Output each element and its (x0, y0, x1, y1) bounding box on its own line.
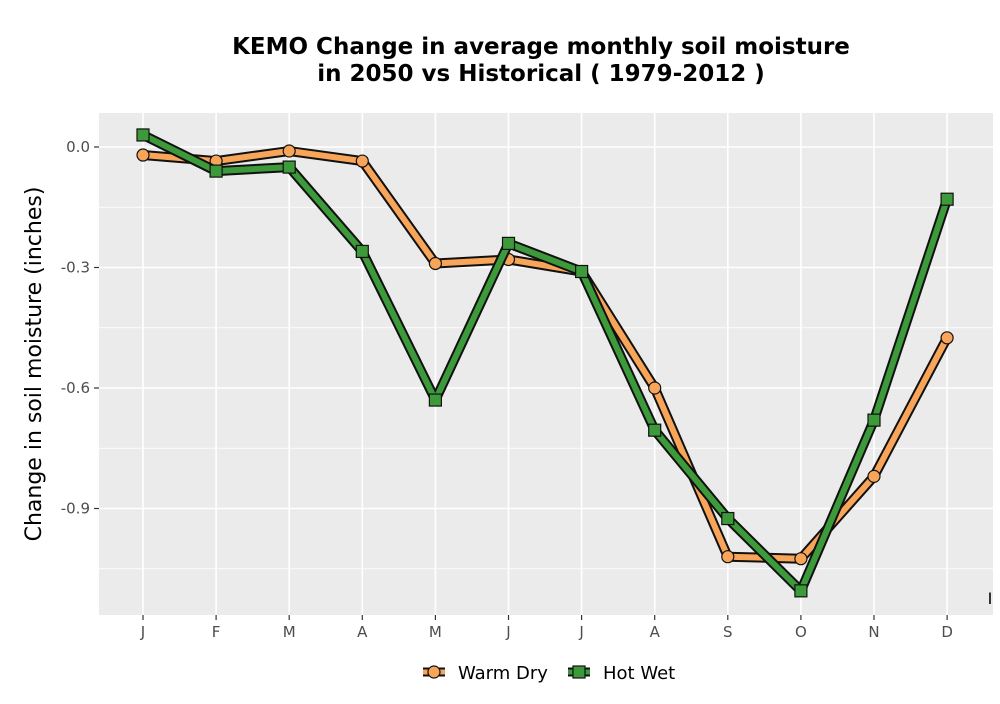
data-point (428, 256, 442, 271)
y-tick-label: -0.3 (61, 259, 90, 277)
data-point (501, 236, 516, 251)
data-point (794, 584, 808, 598)
chart-title-line-1: KEMO Change in average monthly soil mois… (232, 34, 850, 60)
plot-panel (99, 113, 993, 615)
x-tick-label: N (868, 623, 879, 641)
axis-tick-labels: 0.0 -0.3 -0.6 -0.9 J F M A M J J A S O N D (61, 138, 953, 641)
data-point (867, 469, 881, 483)
data-point (721, 511, 735, 526)
legend: Warm Dry Hot Wet (423, 663, 675, 684)
chart-title-line-2: in 2050 vs Historical ( 1979-2012 ) (317, 61, 764, 87)
series-line (140, 148, 951, 562)
y-tick-label: -0.9 (61, 500, 90, 518)
x-tick-label: J (505, 623, 510, 641)
data-point (940, 331, 954, 345)
series-lines (136, 128, 954, 598)
data-point (648, 423, 662, 437)
y-axis-label: Change in soil moisture (inches) (22, 187, 47, 542)
data-point (209, 164, 223, 178)
x-tick-label: A (357, 623, 368, 641)
x-tick-label: J (140, 623, 145, 641)
x-tick-label: A (650, 623, 661, 641)
x-tick-label: S (723, 623, 733, 641)
data-point (282, 144, 296, 158)
series-line (140, 131, 951, 594)
legend-label: Hot Wet (603, 663, 675, 684)
x-tick-label: M (429, 623, 442, 641)
data-point (940, 192, 954, 206)
y-tick-label: 0.0 (66, 138, 90, 156)
data-point (355, 244, 369, 259)
grid-lines (99, 113, 993, 615)
series-hot-wet (136, 128, 954, 598)
data-point (136, 148, 150, 162)
data-point (428, 393, 442, 407)
data-point (355, 154, 369, 168)
x-tick-label: F (212, 623, 221, 641)
series-warm-dry (136, 144, 954, 566)
data-point (867, 413, 881, 427)
legend-key-marker (427, 665, 441, 679)
x-tick-label: O (795, 623, 807, 641)
x-tick-label: J (578, 623, 583, 641)
legend-key-marker (572, 665, 586, 679)
legend-label: Warm Dry (458, 663, 548, 684)
x-tick-label: M (283, 623, 296, 641)
x-tick-label: D (941, 623, 953, 641)
data-point (721, 550, 735, 564)
data-point (574, 264, 589, 279)
data-point (648, 381, 662, 395)
data-point (136, 128, 150, 142)
y-tick-label: -0.6 (61, 379, 90, 397)
data-point (794, 552, 808, 566)
edge-mark: I (988, 589, 993, 608)
data-point (282, 160, 296, 174)
